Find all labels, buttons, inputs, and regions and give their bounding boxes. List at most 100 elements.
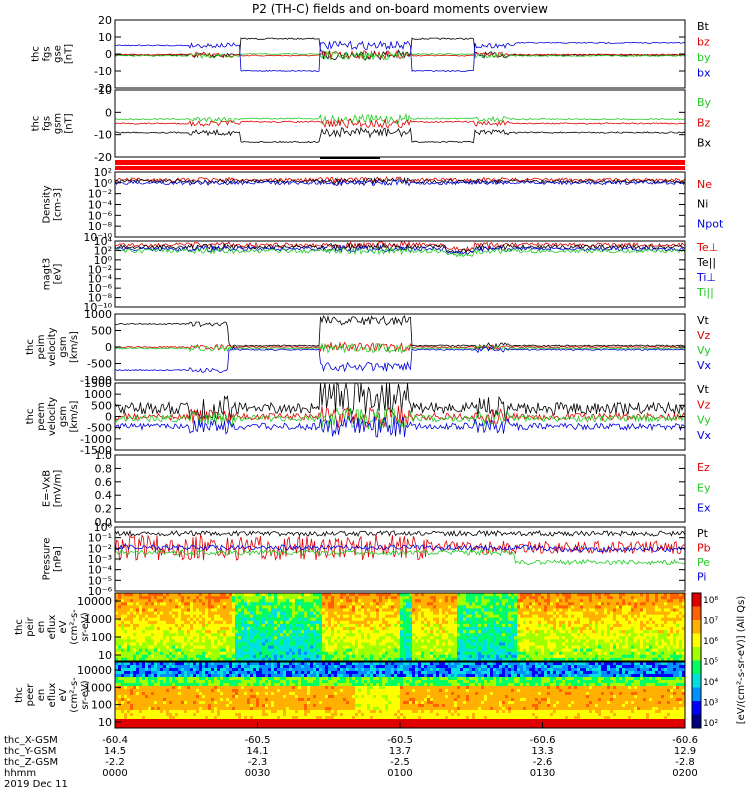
heatmap-cell — [349, 596, 353, 600]
heatmap-cell — [304, 654, 308, 659]
heatmap-cell — [367, 614, 371, 619]
heatmap-cell — [178, 725, 182, 729]
heatmap-cell — [517, 651, 521, 656]
heatmap-cell — [361, 639, 365, 643]
heatmap-cell — [655, 623, 659, 628]
heatmap-cell — [394, 639, 398, 643]
heatmap-cell — [322, 633, 326, 637]
heatmap-cell — [265, 614, 269, 619]
heatmap-cell — [337, 654, 341, 659]
heatmap-cell — [430, 599, 434, 603]
heatmap-cell — [184, 617, 188, 622]
heatmap-cell — [160, 657, 164, 662]
heatmap-cell — [316, 620, 320, 625]
heatmap-cell — [214, 611, 218, 616]
heatmap-cell — [553, 648, 557, 653]
heatmap-cell — [313, 627, 317, 631]
heatmap-cell — [160, 689, 164, 693]
heatmap-cell — [241, 611, 245, 616]
ytick-label: -500 — [87, 422, 112, 435]
heatmap-cell — [547, 620, 551, 625]
heatmap-cell — [325, 617, 329, 622]
heatmap-cell — [610, 614, 614, 619]
heatmap-cell — [445, 642, 449, 646]
heatmap-cell — [406, 593, 410, 597]
heatmap-cell — [493, 611, 497, 616]
heatmap-cell — [193, 602, 197, 606]
heatmap-cell — [589, 630, 593, 634]
heatmap-cell — [220, 599, 224, 603]
legend-ne: Ne — [697, 178, 712, 191]
ytick-label: 10⁻⁶ — [88, 585, 113, 598]
heatmap-cell — [136, 677, 140, 681]
heatmap-cell — [448, 654, 452, 659]
heatmap-cell — [634, 654, 638, 659]
heatmap-cell — [214, 651, 218, 656]
heatmap-cell — [136, 599, 140, 603]
heatmap-cell — [616, 614, 620, 619]
heatmap-cell — [265, 648, 269, 653]
heatmap-cell — [265, 642, 269, 646]
heatmap-cell — [478, 596, 482, 600]
heatmap-cell — [619, 642, 623, 646]
heatmap-cell — [526, 611, 530, 616]
heatmap-cell — [499, 608, 503, 612]
heatmap-cell — [364, 623, 368, 628]
heatmap-cell — [325, 630, 329, 634]
heatmap-cell — [289, 639, 293, 643]
heatmap-cell — [406, 654, 410, 659]
heatmap-cell — [199, 623, 203, 628]
heatmap-cell — [433, 602, 437, 606]
heatmap-cell — [442, 623, 446, 628]
heatmap-cell — [436, 645, 440, 650]
heatmap-cell — [631, 614, 635, 619]
heatmap-cell — [379, 605, 383, 609]
heatmap-cell — [391, 654, 395, 659]
heatmap-cell — [373, 627, 377, 631]
heatmap-cell — [310, 623, 314, 628]
heatmap-cell — [484, 614, 488, 619]
heatmap-cell — [610, 596, 614, 600]
heatmap-cell — [379, 642, 383, 646]
heatmap-cell — [601, 596, 605, 600]
heatmap-cell — [355, 611, 359, 616]
heatmap-cell — [529, 614, 533, 619]
heatmap-cell — [448, 623, 452, 628]
ytick-label: 10 — [98, 649, 112, 662]
heatmap-cell — [235, 602, 239, 606]
heatmap-cell — [184, 605, 188, 609]
heatmap-cell — [391, 627, 395, 631]
heatmap-cell — [130, 692, 134, 696]
heatmap-cell — [337, 651, 341, 656]
heatmap-cell — [205, 608, 209, 612]
heatmap-cell — [220, 593, 224, 597]
heatmap-cell — [184, 651, 188, 656]
heatmap-cell — [172, 645, 176, 650]
heatmap-cell — [325, 593, 329, 597]
heatmap-cell — [151, 674, 155, 678]
heatmap-cell — [628, 602, 632, 606]
heatmap-cell — [373, 602, 377, 606]
heatmap-cell — [211, 627, 215, 631]
heatmap-cell — [520, 633, 524, 637]
heatmap-cell — [541, 599, 545, 603]
heatmap-cell — [220, 623, 224, 628]
heatmap-cell — [235, 599, 239, 603]
heatmap-cell — [406, 639, 410, 643]
heatmap-cell — [679, 611, 683, 616]
heatmap-cell — [682, 633, 686, 637]
heatmap-cell — [676, 608, 680, 612]
heatmap-cell — [664, 627, 668, 631]
heatmap-cell — [415, 654, 419, 659]
heatmap-cell — [451, 617, 455, 622]
heatmap-cell — [484, 651, 488, 656]
heatmap-cell — [172, 719, 176, 723]
heatmap-cell — [337, 657, 341, 662]
heatmap-cell — [235, 639, 239, 643]
heatmap-cell — [622, 651, 626, 656]
heatmap-cell — [562, 620, 566, 625]
heatmap-cell — [664, 642, 668, 646]
heatmap-cell — [157, 608, 161, 612]
heatmap-cell — [592, 608, 596, 612]
heatmap-cell — [487, 623, 491, 628]
